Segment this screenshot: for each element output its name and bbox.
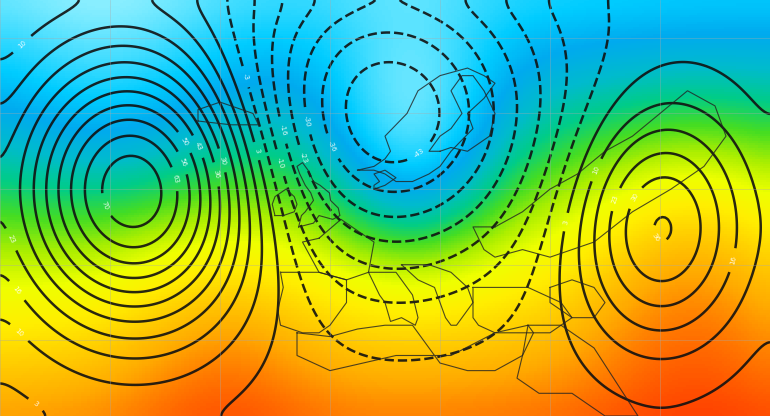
Text: 23: 23 — [611, 194, 620, 205]
Text: 10: 10 — [591, 165, 601, 175]
Text: 30: 30 — [219, 155, 226, 166]
Text: -36: -36 — [327, 140, 337, 153]
Text: 56: 56 — [179, 157, 187, 168]
Text: -23: -23 — [299, 152, 308, 164]
Text: 50: 50 — [180, 137, 189, 147]
Text: -10: -10 — [276, 156, 285, 169]
Text: 3: 3 — [32, 401, 39, 408]
Text: -3: -3 — [242, 72, 249, 81]
Text: 36: 36 — [213, 169, 220, 179]
Text: 23: 23 — [7, 234, 15, 245]
Text: 16: 16 — [729, 255, 737, 265]
Text: 43: 43 — [194, 141, 203, 152]
Text: 36: 36 — [651, 232, 661, 243]
Text: 16: 16 — [12, 285, 22, 296]
Text: -43: -43 — [413, 148, 426, 159]
Text: -16: -16 — [279, 124, 287, 136]
Text: 30: 30 — [630, 192, 640, 203]
Text: 10: 10 — [17, 39, 28, 50]
Text: -30: -30 — [303, 115, 311, 127]
Text: 70: 70 — [100, 200, 109, 210]
Text: 3: 3 — [562, 219, 569, 225]
Text: 10: 10 — [14, 327, 25, 338]
Text: 3: 3 — [253, 148, 260, 154]
Text: 63: 63 — [172, 174, 179, 184]
